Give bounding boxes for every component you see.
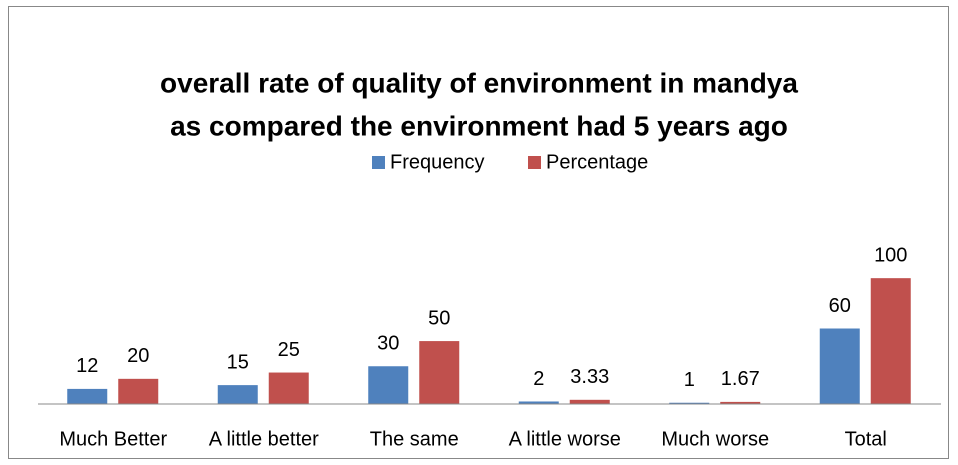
x-tick-label: Much worse [661,428,769,450]
x-tick-label: A little better [209,428,319,450]
data-label: 3.33 [570,366,609,388]
bar [819,328,860,404]
bar [217,385,258,404]
data-label: 12 [76,355,98,377]
x-tick-label: The same [370,428,459,450]
bar [669,402,710,404]
data-label: 50 [428,307,450,329]
x-tick-label: Much Better [59,428,167,450]
data-label: 1 [684,369,695,391]
x-tick-label: A little worse [509,428,621,450]
bar [518,401,559,404]
bar [67,388,108,404]
data-label: 30 [377,333,399,355]
legend-label: Percentage [546,151,648,173]
data-label: 15 [227,351,249,373]
bar [720,401,761,404]
bar [268,372,309,404]
legend-label: Frequency [390,151,485,173]
chart-title: as compared the environment had 5 years … [170,110,788,141]
bar [419,341,460,404]
data-label: 20 [127,345,149,367]
bar [368,366,409,404]
bar [870,278,911,404]
legend-swatch [528,156,541,169]
bar [569,399,610,404]
x-tick-label: Total [845,428,887,450]
chart-title: overall rate of quality of environment i… [160,67,798,98]
bar [118,378,159,404]
data-label: 100 [874,244,907,266]
legend-swatch [372,156,385,169]
chart-frame [8,6,949,459]
data-label: 1.67 [721,368,760,390]
data-label: 2 [533,368,544,390]
data-label: 25 [278,339,300,361]
data-label: 60 [829,295,851,317]
